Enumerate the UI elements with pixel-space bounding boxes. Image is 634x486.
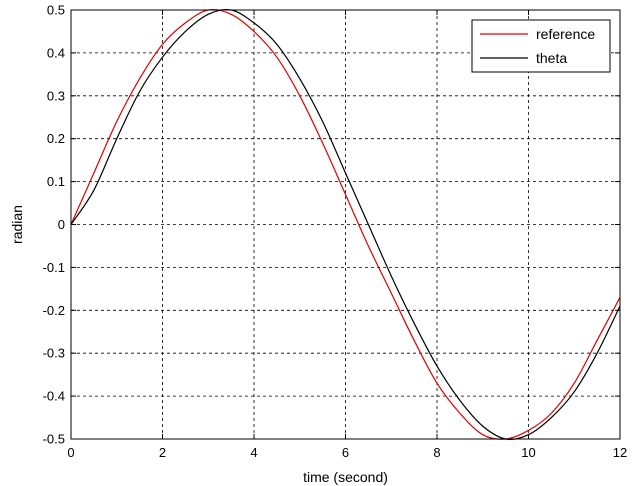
- y-tick-label: -0.5: [43, 432, 65, 447]
- y-tick-label: -0.3: [43, 346, 65, 361]
- x-tick-label: 8: [433, 445, 440, 460]
- y-tick-label: 0.1: [47, 174, 65, 189]
- y-tick-label: 0.2: [47, 131, 65, 146]
- y-tick-label: -0.4: [43, 389, 65, 404]
- y-tick-label: 0.3: [47, 88, 65, 103]
- x-tick-label: 10: [521, 445, 535, 460]
- y-tick-label: 0: [58, 217, 65, 232]
- x-tick-label: 12: [613, 445, 627, 460]
- grid-lines: [70, 9, 621, 440]
- legend-label-theta: theta: [536, 50, 567, 66]
- legend-box: [471, 19, 611, 73]
- series-line-theta: [70, 8, 621, 441]
- x-tick-label: 4: [250, 445, 257, 460]
- y-tick-label: -0.2: [43, 303, 65, 318]
- x-tick-label: 6: [342, 445, 349, 460]
- series-line-reference: [70, 8, 621, 440]
- y-tick-label: 0.4: [47, 45, 65, 60]
- legend-label-reference: reference: [536, 26, 595, 42]
- series-lines: [70, 8, 621, 441]
- x-axis-label: time (second): [303, 469, 388, 485]
- y-axis-label: radian: [9, 205, 25, 244]
- x-tick-label: 2: [159, 445, 166, 460]
- legend: reference theta: [471, 19, 611, 73]
- x-tick-label: 0: [67, 445, 74, 460]
- y-tick-label: 0.5: [47, 3, 65, 18]
- y-axis-ticks: -0.5 -0.4 -0.3 -0.2 -0.1 0 0.1 0.2 0.3 0.4 0.5: [43, 3, 620, 447]
- x-axis-ticks: 0 2 4 6 8 10 12: [67, 10, 627, 460]
- plot-frame: [70, 9, 621, 440]
- y-tick-label: -0.1: [43, 260, 65, 275]
